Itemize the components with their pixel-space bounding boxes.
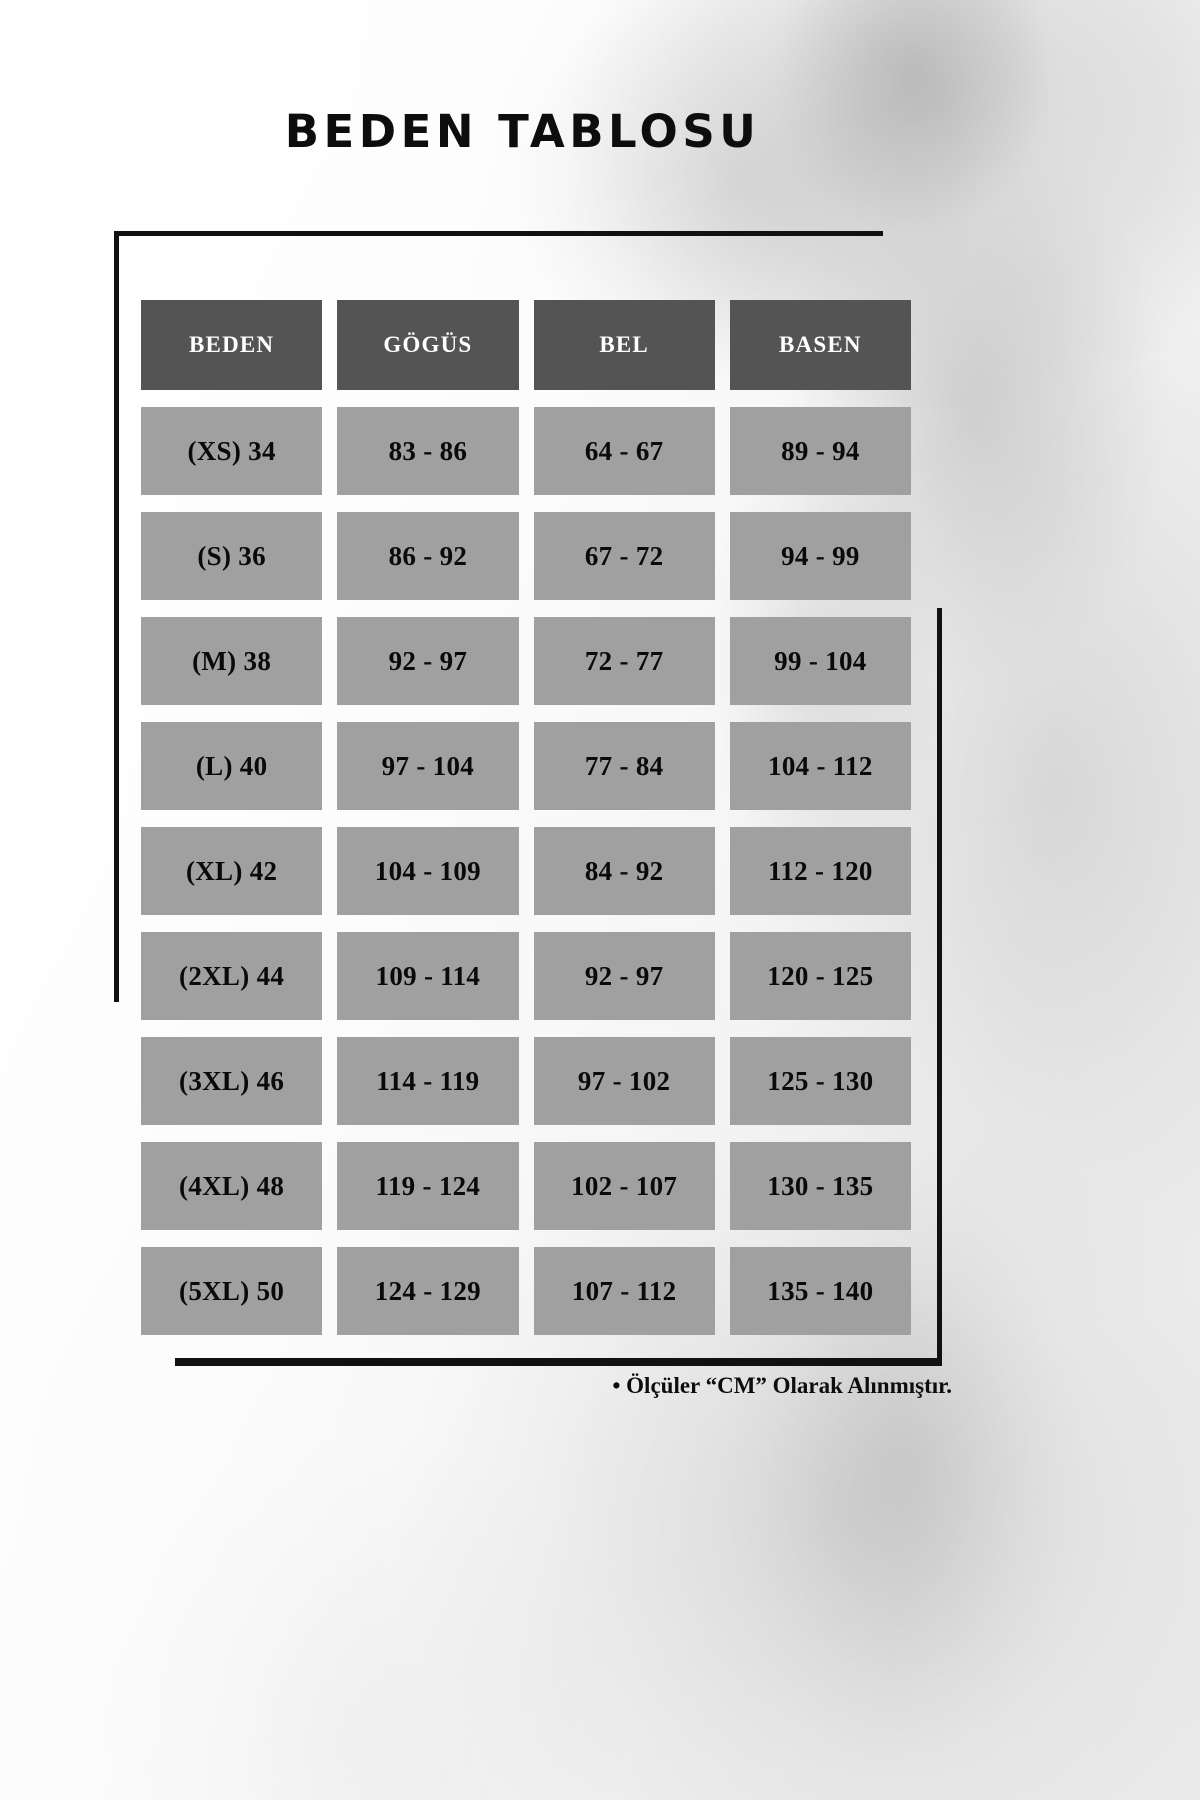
size-label-cell: (4XL) 48 [141, 1142, 323, 1230]
measurement-cell: 86 - 92 [337, 512, 519, 600]
measurement-cell: 72 - 77 [533, 617, 715, 705]
measurement-cell: 124 - 129 [337, 1247, 519, 1335]
table-row: (L) 40 97 - 104 77 - 84 104 - 112 [141, 722, 911, 810]
measurement-cell: 97 - 102 [533, 1037, 715, 1125]
table-row: (XS) 34 83 - 86 64 - 67 89 - 94 [141, 407, 911, 495]
column-header-basen: BASEN [729, 300, 911, 390]
measurement-cell: 83 - 86 [337, 407, 519, 495]
measurement-cell: 125 - 130 [729, 1037, 911, 1125]
measurement-unit-note: • Ölçüler “CM” Olarak Alınmıştır. [612, 1373, 952, 1398]
measurement-cell: 77 - 84 [533, 722, 715, 810]
measurement-cell: 102 - 107 [533, 1142, 715, 1230]
measurement-cell: 67 - 72 [533, 512, 715, 600]
size-label-cell: (XS) 34 [141, 407, 323, 495]
measurement-cell: 64 - 67 [533, 407, 715, 495]
size-label-cell: (XL) 42 [141, 827, 323, 915]
measurement-cell: 84 - 92 [533, 827, 715, 915]
size-label-cell: (5XL) 50 [141, 1247, 323, 1335]
size-label-cell: (M) 38 [141, 617, 323, 705]
measurement-cell: 109 - 114 [337, 932, 519, 1020]
table-row: (2XL) 44 109 - 114 92 - 97 120 - 125 [141, 932, 911, 1020]
column-header-gögüs: GÖGÜS [337, 300, 519, 390]
measurement-cell: 92 - 97 [533, 932, 715, 1020]
table-header-row: BEDEN GÖGÜS BEL BASEN [141, 300, 911, 390]
size-label-cell: (2XL) 44 [141, 932, 323, 1020]
column-header-beden: BEDEN [141, 300, 323, 390]
measurement-cell: 92 - 97 [337, 617, 519, 705]
table-row: (M) 38 92 - 97 72 - 77 99 - 104 [141, 617, 911, 705]
size-label-cell: (L) 40 [141, 722, 323, 810]
measurement-cell: 89 - 94 [729, 407, 911, 495]
measurement-cell: 104 - 112 [729, 722, 911, 810]
table-row: (S) 36 86 - 92 67 - 72 94 - 99 [141, 512, 911, 600]
size-label-cell: (S) 36 [141, 512, 323, 600]
measurement-cell: 104 - 109 [337, 827, 519, 915]
measurement-cell: 114 - 119 [337, 1037, 519, 1125]
table-row: (4XL) 48 119 - 124 102 - 107 130 - 135 [141, 1142, 911, 1230]
measurement-cell: 97 - 104 [337, 722, 519, 810]
table-row: (3XL) 46 114 - 119 97 - 102 125 - 130 [141, 1037, 911, 1125]
column-header-bel: BEL [533, 300, 715, 390]
table-row: (XL) 42 104 - 109 84 - 92 112 - 120 [141, 827, 911, 915]
measurement-cell: 130 - 135 [729, 1142, 911, 1230]
measurement-cell: 99 - 104 [729, 617, 911, 705]
size-label-cell: (3XL) 46 [141, 1037, 323, 1125]
measurement-cell: 120 - 125 [729, 932, 911, 1020]
table-row: (5XL) 50 124 - 129 107 - 112 135 - 140 [141, 1247, 911, 1335]
measurement-cell: 112 - 120 [729, 827, 911, 915]
measurement-cell: 119 - 124 [337, 1142, 519, 1230]
size-table: BEDEN GÖGÜS BEL BASEN (XS) 34 83 - 86 64 - 67 8… [141, 300, 911, 1352]
page-title: BEDEN TABLOSU [284, 105, 761, 158]
measurement-cell: 107 - 112 [533, 1247, 715, 1335]
measurement-cell: 94 - 99 [729, 512, 911, 600]
footer-divider [175, 1358, 937, 1363]
measurement-cell: 135 - 140 [729, 1247, 911, 1335]
